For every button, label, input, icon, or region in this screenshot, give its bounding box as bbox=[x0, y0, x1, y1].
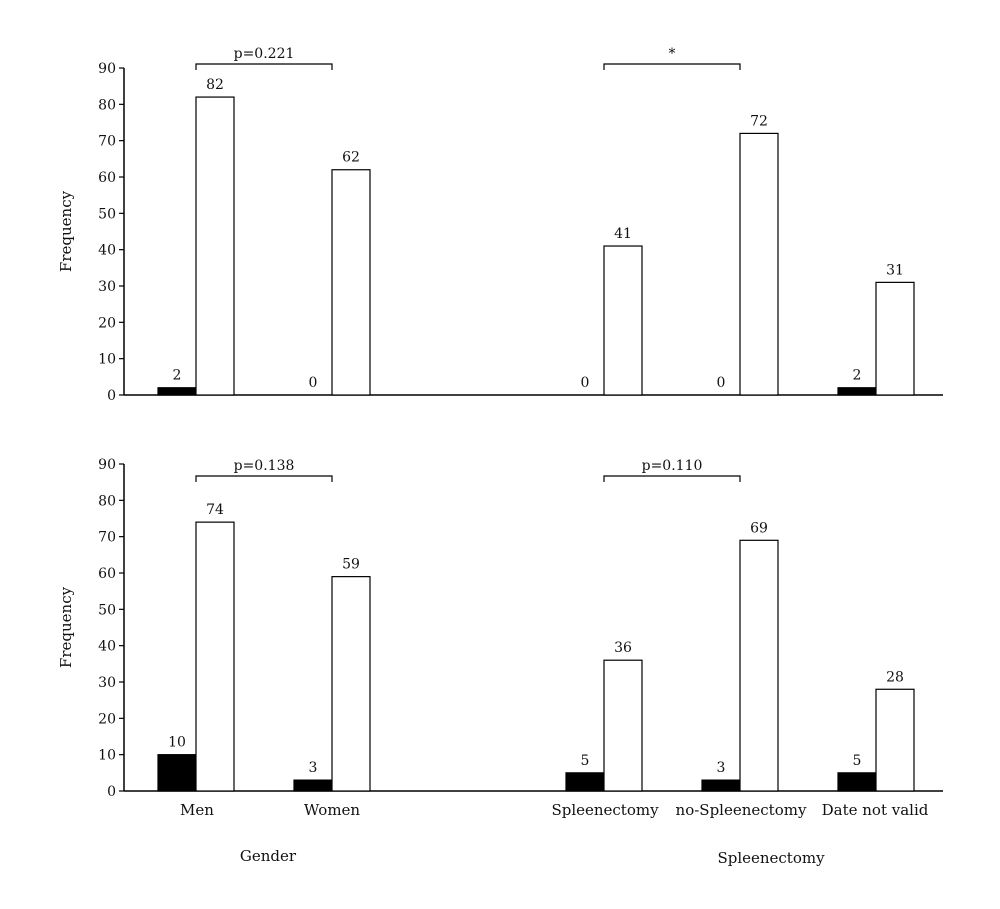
bar-date-not-valid-filled bbox=[837, 387, 877, 396]
y-tick-label: 50 bbox=[98, 602, 116, 618]
data-label-date-not-valid-open: 31 bbox=[886, 262, 904, 278]
significance-bracket bbox=[195, 475, 333, 482]
bottom-chart-panel: 0 10 20 30 40 50 60 70 80 90 Frequency 10 74 3 59 5 36 3 6… bbox=[57, 457, 943, 819]
top-chart-panel: 0 10 20 30 40 50 60 70 80 90 Frequency 2 82 0 62 0 41 0 72… bbox=[57, 46, 943, 404]
bar-date-not-valid-open bbox=[875, 688, 915, 792]
group-label-spleenectomy: Spleenectomy bbox=[717, 849, 825, 867]
data-label-no-spleenectomy-open: 72 bbox=[750, 113, 768, 129]
data-label-date-not-valid-filled: 5 bbox=[853, 753, 862, 769]
bar-men-open bbox=[195, 96, 235, 396]
data-label-spleenectomy-filled: 0 bbox=[581, 375, 590, 391]
y-tick-label: 20 bbox=[98, 711, 116, 727]
x-tick-label-no-spleenectomy: no-Spleenectomy bbox=[676, 801, 807, 819]
data-label-men-open: 82 bbox=[206, 77, 224, 93]
bar-men-filled bbox=[157, 387, 197, 396]
significance-label: * bbox=[669, 46, 676, 62]
significance-bracket bbox=[603, 475, 741, 482]
y-tick-label: 70 bbox=[98, 530, 116, 546]
y-tick-label: 0 bbox=[107, 784, 116, 800]
data-label-men-open: 74 bbox=[206, 502, 224, 518]
y-tick-label: 90 bbox=[98, 457, 116, 473]
data-label-women-open: 62 bbox=[342, 150, 360, 166]
bar-no-spleenectomy-filled bbox=[701, 779, 741, 792]
bar-spleenectomy-filled bbox=[565, 772, 605, 792]
y-tick-label: 10 bbox=[98, 748, 116, 764]
x-tick-label-women: Women bbox=[304, 801, 361, 819]
y-tick-label: 0 bbox=[107, 388, 116, 404]
bar-men-open bbox=[195, 521, 235, 792]
y-tick-label: 40 bbox=[98, 639, 116, 655]
data-label-spleenectomy-filled: 5 bbox=[581, 753, 590, 769]
y-tick-label: 70 bbox=[98, 134, 116, 150]
data-label-men-filled: 2 bbox=[173, 368, 182, 384]
y-tick-label: 10 bbox=[98, 352, 116, 368]
y-tick-label: 30 bbox=[98, 675, 116, 691]
data-label-women-filled: 3 bbox=[309, 760, 318, 776]
y-tick-label: 40 bbox=[98, 243, 116, 259]
data-label-spleenectomy-open: 36 bbox=[614, 640, 632, 656]
bar-spleenectomy-open bbox=[603, 245, 643, 396]
y-tick-label: 80 bbox=[98, 97, 116, 113]
y-tick-label: 30 bbox=[98, 279, 116, 295]
x-tick-label-spleenectomy: Spleenectomy bbox=[551, 801, 659, 819]
data-label-men-filled: 10 bbox=[168, 735, 186, 751]
data-label-no-spleenectomy-filled: 0 bbox=[717, 375, 726, 391]
significance-bracket bbox=[603, 63, 741, 70]
y-tick-label: 80 bbox=[98, 493, 116, 509]
x-tick-label-date-not-valid: Date not valid bbox=[822, 801, 929, 819]
significance-bracket bbox=[195, 63, 333, 70]
bar-men-filled bbox=[157, 754, 197, 792]
y-tick-label: 60 bbox=[98, 566, 116, 582]
data-label-spleenectomy-open: 41 bbox=[614, 226, 632, 242]
y-axis-label: Frequency bbox=[57, 190, 75, 272]
bar-no-spleenectomy-open bbox=[739, 132, 779, 396]
bar-no-spleenectomy-open bbox=[739, 539, 779, 792]
bar-women-open bbox=[331, 576, 371, 792]
data-label-date-not-valid-open: 28 bbox=[886, 669, 904, 685]
significance-label: p=0.138 bbox=[234, 458, 295, 474]
data-label-date-not-valid-filled: 2 bbox=[853, 368, 862, 384]
y-tick-label: 20 bbox=[98, 315, 116, 331]
significance-label: p=0.221 bbox=[234, 46, 295, 62]
data-label-women-open: 59 bbox=[342, 557, 360, 573]
x-tick-label-men: Men bbox=[180, 801, 214, 819]
data-label-women-filled: 0 bbox=[309, 375, 318, 391]
bar-date-not-valid-open bbox=[875, 281, 915, 396]
y-tick-label: 50 bbox=[98, 206, 116, 222]
bar-women-open bbox=[331, 169, 371, 396]
bar-date-not-valid-filled bbox=[837, 772, 877, 792]
data-label-no-spleenectomy-open: 69 bbox=[750, 520, 768, 536]
significance-label: p=0.110 bbox=[642, 458, 703, 474]
y-tick-label: 90 bbox=[98, 61, 116, 77]
bar-women-filled bbox=[293, 779, 333, 792]
bar-spleenectomy-open bbox=[603, 659, 643, 792]
group-label-gender: Gender bbox=[240, 847, 297, 865]
y-axis-label: Frequency bbox=[57, 586, 75, 668]
data-label-no-spleenectomy-filled: 3 bbox=[717, 760, 726, 776]
y-tick-label: 60 bbox=[98, 170, 116, 186]
